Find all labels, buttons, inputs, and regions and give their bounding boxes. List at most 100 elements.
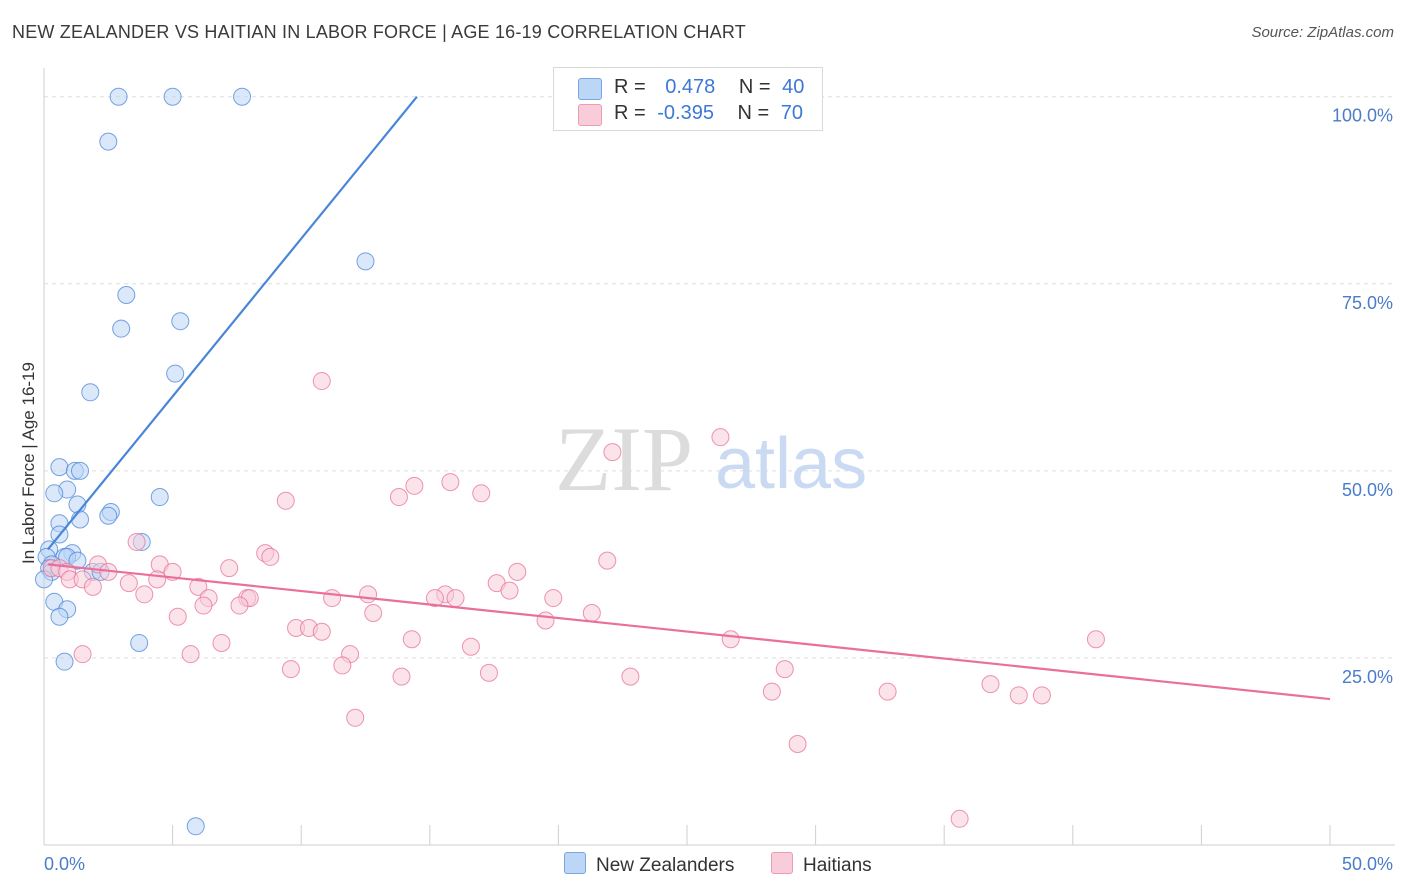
r-label: R = bbox=[614, 76, 646, 98]
haitian-point bbox=[711, 428, 730, 447]
n-label: N = bbox=[737, 102, 770, 124]
haitian-point bbox=[479, 663, 498, 682]
new-zealander-point bbox=[99, 506, 118, 525]
haitian-point bbox=[536, 611, 555, 630]
haitian-point bbox=[127, 532, 146, 551]
new-zealander-point bbox=[163, 87, 182, 106]
legend-item-new-zealanders: New Zealanders bbox=[564, 852, 734, 877]
new-zealander-point bbox=[55, 652, 74, 671]
new-zealander-point bbox=[233, 87, 252, 106]
haitian-point bbox=[323, 589, 342, 608]
y-axis-label: In Labor Force | Age 16-19 bbox=[19, 362, 38, 564]
series-haitians bbox=[42, 372, 1105, 828]
new-zealander-point bbox=[50, 458, 69, 477]
new-zealander-point bbox=[50, 607, 69, 626]
n-label: N = bbox=[738, 76, 771, 98]
n-value: 70 bbox=[780, 102, 804, 124]
haitian-point bbox=[788, 734, 807, 753]
new-zealander-point bbox=[130, 633, 149, 652]
haitian-point bbox=[230, 596, 249, 615]
new-zealander-point bbox=[99, 132, 118, 151]
haitian-point bbox=[261, 547, 280, 566]
haitian-point bbox=[135, 585, 154, 604]
series-new-zealanders bbox=[35, 87, 375, 836]
haitian-point bbox=[405, 476, 424, 495]
haitian-point bbox=[603, 443, 622, 462]
haitian-point bbox=[73, 645, 92, 664]
haitian-point bbox=[364, 604, 383, 623]
legend-label: New Zealanders bbox=[596, 855, 735, 876]
new-zealander-point bbox=[109, 87, 128, 106]
new-zealander-point bbox=[112, 319, 131, 338]
source-credit: Source: ZipAtlas.com bbox=[1251, 24, 1394, 41]
axes bbox=[43, 68, 1395, 846]
r-label: R = bbox=[614, 102, 646, 124]
haitian-point bbox=[119, 574, 138, 593]
haitian-point bbox=[312, 622, 331, 641]
haitian-point bbox=[402, 630, 421, 649]
x-tick-label: 0.0% bbox=[44, 854, 85, 874]
haitian-point bbox=[194, 596, 213, 615]
haitian-trend-line bbox=[47, 563, 1331, 701]
grid-lines bbox=[44, 96, 1395, 659]
watermark-zip: ZIP bbox=[555, 408, 693, 510]
haitian-point bbox=[189, 577, 208, 596]
haitian-point bbox=[598, 551, 617, 570]
x-tick-labels: 0.0% 50.0% bbox=[44, 854, 1393, 874]
r-value: -0.395 bbox=[657, 102, 714, 124]
haitian-point bbox=[83, 577, 102, 596]
legend-swatch bbox=[771, 852, 793, 874]
y-tick-label: 100.0% bbox=[1332, 106, 1393, 126]
haitian-point bbox=[446, 589, 465, 608]
watermark-atlas: atlas bbox=[715, 424, 867, 504]
haitian-point bbox=[392, 667, 411, 686]
y-tick-label: 50.0% bbox=[1342, 480, 1393, 500]
new-zealander-point bbox=[117, 286, 136, 305]
haitian-point bbox=[333, 656, 352, 675]
haitian-point bbox=[346, 708, 365, 727]
legend-item-haitians: Haitians bbox=[771, 852, 872, 877]
new-zealander-point bbox=[171, 312, 190, 331]
new-zealander-trend-line bbox=[47, 96, 418, 551]
new-zealander-point bbox=[81, 383, 100, 402]
haitian-point bbox=[181, 645, 200, 664]
haitian-point bbox=[441, 473, 460, 492]
new-zealander-point bbox=[186, 817, 205, 836]
n-value: 40 bbox=[782, 76, 805, 98]
haitian-point bbox=[762, 682, 781, 701]
new-zealander-point bbox=[45, 484, 64, 503]
haitian-point bbox=[981, 675, 1000, 694]
haitian-point bbox=[621, 667, 640, 686]
haitian-point bbox=[775, 660, 794, 679]
haitian-point bbox=[721, 630, 740, 649]
haitian-point bbox=[359, 585, 378, 604]
haitian-point bbox=[878, 682, 897, 701]
haitian-point bbox=[220, 559, 239, 578]
new-zealander-point bbox=[71, 510, 90, 529]
haitian-point bbox=[281, 660, 300, 679]
legend-swatch bbox=[578, 78, 602, 100]
haitian-point bbox=[425, 589, 444, 608]
new-zealander-point bbox=[150, 488, 169, 507]
legend-swatch bbox=[564, 852, 586, 874]
haitian-point bbox=[472, 484, 491, 503]
r-value: 0.478 bbox=[665, 76, 716, 98]
haitian-point bbox=[148, 570, 167, 589]
haitian-point bbox=[276, 491, 295, 510]
haitian-point bbox=[1009, 686, 1028, 705]
x-tick-label: 50.0% bbox=[1342, 854, 1393, 874]
haitian-point bbox=[582, 604, 601, 623]
legend-label: Haitians bbox=[803, 855, 872, 876]
new-zealander-point bbox=[356, 252, 375, 271]
haitian-point bbox=[1032, 686, 1051, 705]
haitian-point bbox=[1086, 630, 1105, 649]
haitian-point bbox=[312, 372, 331, 391]
trend-lines bbox=[47, 96, 1331, 701]
haitian-point bbox=[389, 488, 408, 507]
haitian-point bbox=[950, 809, 969, 828]
haitian-point bbox=[461, 637, 480, 656]
y-tick-labels: 25.0% 50.0% 75.0% 100.0% bbox=[1332, 106, 1393, 687]
new-zealander-point bbox=[68, 551, 87, 570]
haitian-point bbox=[168, 607, 187, 626]
